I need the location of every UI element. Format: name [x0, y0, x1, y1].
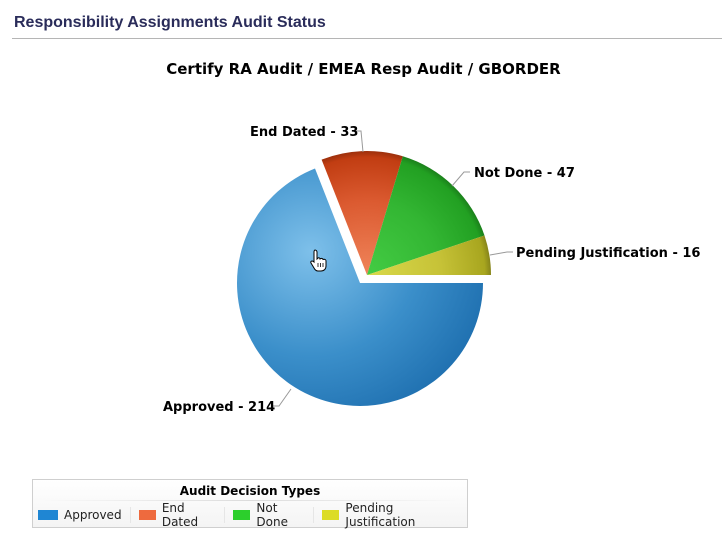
section-header: Responsibility Assignments Audit Status — [12, 12, 722, 39]
pie-slice-end-dated[interactable] — [321, 151, 403, 275]
label-connectors — [273, 130, 513, 407]
legend-item-approved[interactable]: Approved — [38, 507, 131, 523]
data-label-pending-justification: Pending Justification - 16 — [516, 246, 700, 261]
legend-divider — [39, 500, 461, 501]
legend-swatch-end-dated — [138, 510, 156, 520]
data-label-end-dated: End Dated - 33 — [250, 125, 358, 140]
legend-item-end-dated[interactable]: End Dated — [138, 501, 226, 529]
pie-slice-pending-justification[interactable] — [367, 235, 491, 276]
chart-title: Certify RA Audit / EMEA Resp Audit / GBO… — [166, 60, 561, 78]
legend-label: Pending Justification — [345, 501, 416, 529]
legend-label: Not Done — [256, 501, 288, 529]
legend-label: End Dated — [161, 501, 199, 529]
page-title: Responsibility Assignments Audit Status — [14, 14, 326, 31]
legend-item-not-done[interactable]: Not Done — [233, 501, 315, 529]
data-label-not-done: Not Done - 47 — [474, 166, 575, 181]
data-label-approved: Approved - 214 — [163, 400, 275, 415]
hand-cursor-icon — [310, 249, 327, 272]
legend-swatch-not-done — [233, 510, 251, 520]
legend-title: Audit Decision Types — [179, 484, 321, 498]
pie-slice-approved[interactable] — [236, 168, 483, 406]
pie-slice-not-done[interactable] — [367, 156, 485, 275]
legend-item-pending-justification[interactable]: Pending Justification — [322, 501, 459, 529]
legend-label: Approved — [64, 508, 122, 522]
legend-swatch-approved — [38, 510, 58, 520]
legend-swatch-pending-justification — [322, 510, 340, 520]
chart-legend: Audit Decision Types Approved End Dated … — [32, 479, 468, 529]
